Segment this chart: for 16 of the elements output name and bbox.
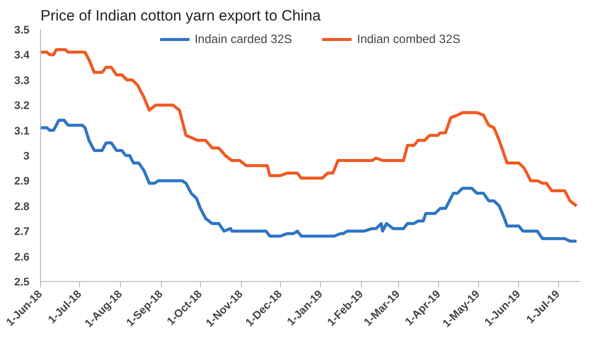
y-tick-label: 3.5: [14, 24, 30, 36]
chart-title: Price of Indian cotton yarn export to China: [40, 8, 322, 24]
y-tick-label: 3.4: [14, 50, 30, 62]
line-series: [40, 118, 578, 243]
y-tick-label: 3.3: [14, 74, 30, 87]
legend-label: Indian combed 32S: [357, 32, 460, 46]
y-tick-label: 2.8: [14, 200, 30, 213]
line-series: [40, 48, 578, 208]
legend-label: Indain carded 32S: [194, 32, 292, 46]
y-tick-label: 3.2: [14, 100, 30, 112]
y-tick-label: 2.9: [14, 176, 30, 188]
y-tick-label: 2.5: [14, 276, 30, 288]
y-tick-label: 2.7: [14, 226, 30, 238]
y-tick-label: 3: [23, 150, 30, 162]
y-tick-label: 2.6: [14, 251, 30, 264]
y-tick-label: 3.1: [14, 125, 30, 138]
